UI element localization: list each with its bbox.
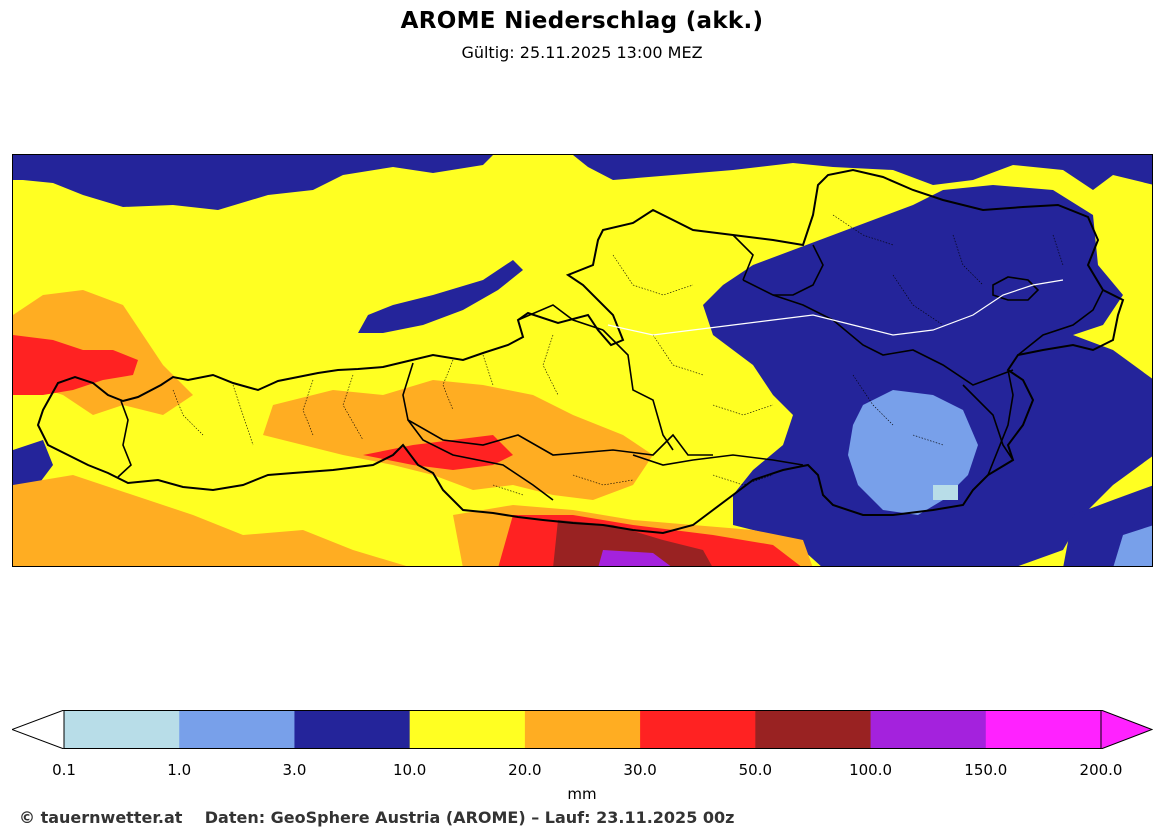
colorbar-tick-label: 50.0 — [738, 761, 773, 779]
footer-credit: © tauernwetter.at — [19, 808, 183, 827]
colorbar-tick-label: 30.0 — [623, 761, 657, 779]
field-light-blue-se — [1113, 525, 1152, 566]
colorbar-bin — [870, 710, 987, 749]
colorbar-tick-label: 1.0 — [167, 761, 192, 779]
colorbar-tick-label: 150.0 — [964, 761, 1008, 779]
field-south-darkred — [553, 520, 712, 566]
colorbar-tick-label: 100.0 — [849, 761, 893, 779]
footer: © tauernwetter.at Daten: GeoSphere Austr… — [19, 808, 734, 827]
field-south-purple — [598, 550, 671, 566]
austria-border — [36, 168, 1125, 535]
state-border-east-tyrol — [407, 419, 554, 501]
district-borders — [172, 214, 1064, 496]
precipitation-map — [12, 154, 1153, 567]
field-north-blue — [13, 155, 493, 210]
field-very-light-blue — [933, 485, 958, 500]
state-border-upper-austria — [517, 279, 1014, 451]
colorbar-over-triangle — [1100, 710, 1153, 749]
colorbar — [12, 710, 1153, 749]
state-border-burgenland — [987, 289, 1104, 476]
colorbar-tick-label: 20.0 — [508, 761, 542, 779]
colorbar-unit-label: mm — [567, 785, 597, 803]
colorbar-tick-label: 200.0 — [1079, 761, 1123, 779]
colorbar-bin — [640, 710, 756, 749]
footer-source: Daten: GeoSphere Austria (AROME) – Lauf:… — [204, 808, 735, 827]
colorbar-bin — [524, 710, 641, 749]
map-subtitle: Gültig: 25.11.2025 13:00 MEZ — [461, 43, 703, 62]
field-west-red — [13, 335, 138, 395]
field-north-blue-2 — [573, 155, 1152, 190]
colorbar-bin — [179, 710, 295, 749]
river-danube — [607, 279, 1064, 336]
colorbar-tick-label: 10.0 — [392, 761, 427, 779]
colorbar-bin — [294, 710, 411, 749]
colorbar-tick-label: 3.0 — [282, 761, 307, 779]
state-border-lower-austria — [732, 234, 1014, 461]
vienna-border — [992, 276, 1040, 301]
field-north-blue-3 — [358, 260, 523, 333]
map-title: AROME Niederschlag (akk.) — [400, 8, 764, 34]
colorbar-under-triangle — [12, 710, 65, 749]
colorbar-bin — [409, 710, 526, 749]
colorbar-bin — [64, 710, 180, 749]
colorbar-bins — [64, 710, 1102, 749]
field-sw-orange — [13, 475, 407, 566]
state-border-tyrol-salzburg — [117, 362, 713, 478]
colorbar-bin — [755, 710, 872, 749]
field-light-blue — [848, 390, 978, 515]
precipitation-field — [13, 155, 1152, 566]
colorbar-bin — [985, 710, 1102, 749]
state-border-styria-carinthia — [632, 454, 804, 466]
colorbar-outline — [63, 710, 1102, 749]
colorbar-tick-label: 0.1 — [52, 761, 76, 779]
